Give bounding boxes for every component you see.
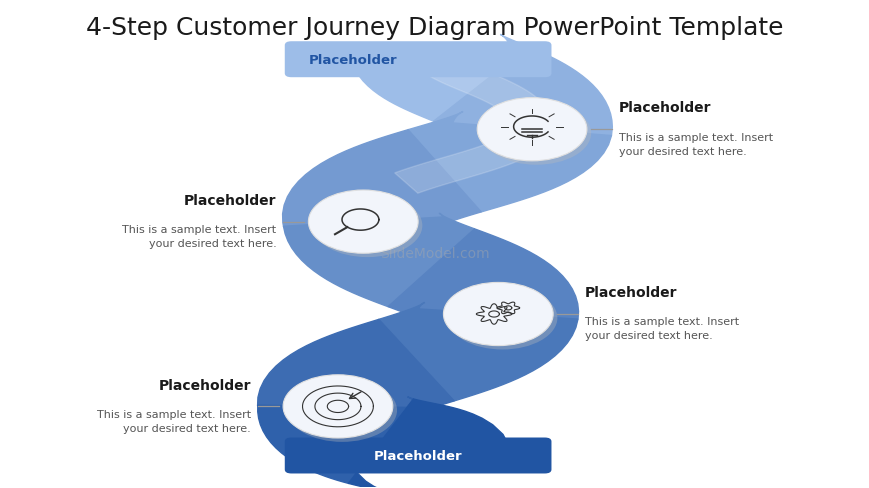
Polygon shape bbox=[350, 35, 527, 122]
Polygon shape bbox=[257, 397, 418, 484]
Text: 4-Step Customer Journey Diagram PowerPoint Template: 4-Step Customer Journey Diagram PowerPoi… bbox=[86, 16, 783, 40]
Polygon shape bbox=[378, 303, 577, 401]
Circle shape bbox=[287, 379, 396, 442]
Polygon shape bbox=[283, 214, 474, 307]
Text: Placeholder: Placeholder bbox=[374, 449, 462, 462]
Polygon shape bbox=[348, 399, 509, 488]
Polygon shape bbox=[257, 320, 454, 415]
Polygon shape bbox=[395, 52, 553, 194]
Text: This is a sample text. Insert
your desired text here.: This is a sample text. Insert your desir… bbox=[585, 317, 739, 341]
Circle shape bbox=[477, 99, 587, 162]
Circle shape bbox=[312, 195, 421, 258]
Polygon shape bbox=[282, 130, 481, 227]
Text: Placeholder: Placeholder bbox=[585, 285, 677, 300]
Text: Placeholder: Placeholder bbox=[308, 54, 396, 66]
Circle shape bbox=[282, 375, 392, 438]
Polygon shape bbox=[408, 112, 611, 212]
Circle shape bbox=[448, 287, 557, 350]
Text: Placeholder: Placeholder bbox=[158, 378, 251, 392]
Circle shape bbox=[443, 283, 553, 346]
FancyBboxPatch shape bbox=[284, 438, 551, 473]
Text: This is a sample text. Insert
your desired text here.: This is a sample text. Insert your desir… bbox=[122, 224, 276, 248]
Text: This is a sample text. Insert
your desired text here.: This is a sample text. Insert your desir… bbox=[618, 132, 773, 156]
Polygon shape bbox=[388, 229, 578, 320]
Circle shape bbox=[308, 191, 418, 254]
FancyBboxPatch shape bbox=[284, 42, 551, 78]
Circle shape bbox=[481, 102, 590, 165]
Text: This is a sample text. Insert
your desired text here.: This is a sample text. Insert your desir… bbox=[96, 409, 251, 433]
Polygon shape bbox=[433, 48, 612, 136]
Text: Placeholder: Placeholder bbox=[183, 193, 276, 207]
Text: SlideModel.com: SlideModel.com bbox=[380, 247, 489, 261]
Text: Placeholder: Placeholder bbox=[618, 101, 711, 115]
